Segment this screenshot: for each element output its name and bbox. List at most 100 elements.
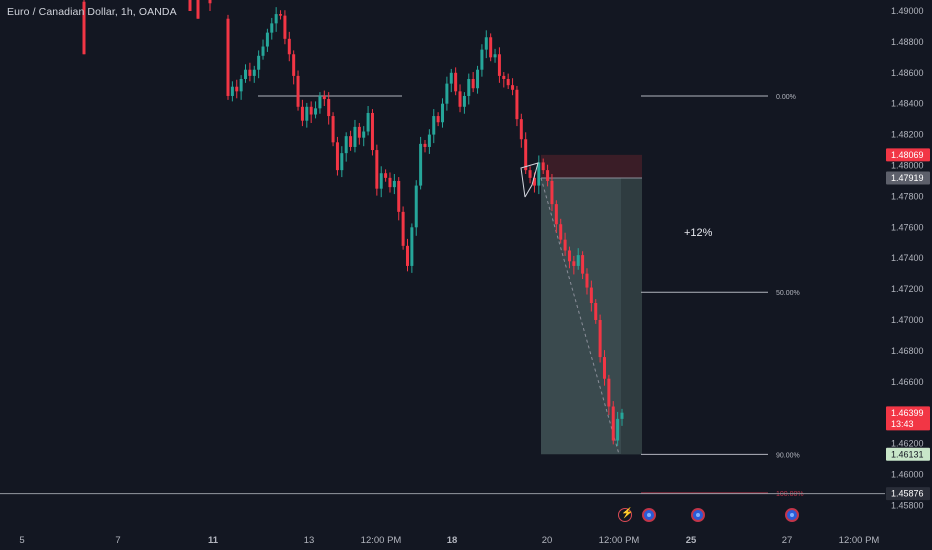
candle-body: [419, 143, 423, 186]
candle-body: [265, 32, 269, 47]
candle-body: [594, 303, 598, 320]
candle-body: [362, 131, 366, 138]
candle-body: [82, 1, 86, 55]
candle-body: [467, 78, 471, 96]
candle-body: [331, 116, 335, 143]
price-tick-label: 1.49000: [891, 6, 924, 16]
candle-body: [489, 37, 493, 58]
candle-body: [576, 255, 580, 266]
candle-body: [611, 406, 615, 441]
candle-body: [581, 255, 585, 274]
price-badge-entry[interactable]: [886, 171, 930, 185]
time-tick-label: 27: [782, 535, 793, 546]
price-tick-label: 1.48600: [891, 68, 924, 78]
time-tick-label: 12:00 PM: [361, 535, 402, 546]
candle-body: [388, 177, 392, 188]
candle-body: [340, 153, 344, 171]
fib-retracement[interactable]: 0.00% 50.00% 90.00% 100.00%: [258, 94, 804, 498]
candle-body: [550, 180, 554, 205]
candle-body: [392, 180, 396, 188]
candle-body: [401, 211, 405, 246]
candle-body: [366, 112, 370, 132]
price-axis[interactable]: 1.49000 1.48800 1.48600 1.48400 1.48200 1.480…: [885, 0, 932, 550]
candle-body: [567, 250, 571, 262]
candle-body: [261, 46, 265, 56]
price-badge-stop[interactable]: [886, 148, 930, 162]
price-tick-label: 1.46000: [891, 470, 924, 480]
time-axis[interactable]: 5 7 11 13 12:00 PM 18 20 12:00 PM 25 27 12:00 PM: [19, 535, 879, 546]
candle-body: [436, 116, 440, 123]
candle-body: [462, 95, 466, 107]
candle-body: [274, 14, 278, 24]
candle-body: [296, 75, 300, 107]
price-tick-label: 1.47600: [891, 222, 924, 232]
candle-body: [235, 86, 239, 92]
position-percent-label: +12%: [684, 227, 713, 239]
time-tick-label: 7: [115, 535, 120, 546]
profit-zone-shade: [621, 178, 642, 455]
candle-body: [616, 418, 620, 441]
price-badge-target[interactable]: [886, 447, 930, 461]
candle-body: [384, 173, 388, 178]
time-tick-label: 5: [19, 535, 24, 546]
candle-body: [563, 239, 567, 251]
candle-body: [471, 78, 475, 89]
price-tick-label: 1.48800: [891, 37, 924, 47]
price-tick-label: 1.46200: [891, 439, 924, 449]
time-tick-label: 20: [542, 535, 553, 546]
candle-body: [292, 54, 296, 76]
candle-body: [208, 0, 212, 4]
symbol-title[interactable]: Euro / Canadian Dollar, 1h, OANDA: [7, 6, 177, 18]
candle-body: [497, 54, 501, 76]
candle-body: [515, 89, 519, 120]
price-badge-label: 1.48069: [891, 150, 924, 160]
candle-body: [607, 378, 611, 407]
triangle-drawing[interactable]: [520, 162, 539, 198]
price-badge-last[interactable]: [886, 406, 930, 431]
candle-body: [484, 37, 488, 50]
price-tick-label: 1.46800: [891, 346, 924, 356]
candle-body: [427, 134, 431, 147]
candle-body: [414, 185, 418, 228]
candle-body: [257, 55, 261, 70]
candle-body: [322, 95, 326, 100]
candle-body: [598, 320, 602, 358]
flash-icon[interactable]: [618, 508, 633, 522]
candle-body: [441, 103, 445, 123]
time-tick-label: 11: [208, 535, 219, 546]
symbol-source: OANDA: [138, 6, 177, 18]
candle-body: [506, 78, 510, 86]
stop-zone[interactable]: [541, 154, 642, 179]
economic-event-icon[interactable]: [785, 508, 799, 522]
candle-body: [196, 0, 200, 19]
price-tick-label: 1.47200: [891, 284, 924, 294]
economic-event-icon[interactable]: [691, 508, 705, 522]
price-badge-line[interactable]: [886, 487, 930, 501]
price-badge-label: 1.45876: [891, 489, 924, 499]
candle-body: [287, 38, 291, 55]
candle-body: [252, 69, 256, 76]
candle-body: [379, 173, 383, 189]
candle-body: [454, 72, 458, 92]
candle-body: [602, 357, 606, 379]
candle-body: [314, 108, 318, 115]
candle-body: [502, 75, 506, 79]
candle-body: [432, 116, 436, 135]
candle-body: [397, 180, 401, 212]
economic-event-icon[interactable]: [642, 508, 656, 522]
candle-body: [528, 170, 532, 178]
price-tick-label: 1.47000: [891, 315, 924, 325]
candle-body: [357, 126, 361, 138]
candle-body: [353, 126, 357, 147]
candle-body: [305, 106, 309, 121]
candle-body: [554, 204, 558, 225]
price-tick-label: 1.47800: [891, 191, 924, 201]
price-badge-label: 1.47919: [891, 173, 924, 183]
candle-body: [559, 224, 563, 240]
candle-body: [572, 261, 576, 266]
candle-body: [344, 136, 348, 154]
candle-body: [335, 142, 339, 171]
candle-body: [327, 99, 331, 117]
candle-body: [375, 150, 379, 189]
